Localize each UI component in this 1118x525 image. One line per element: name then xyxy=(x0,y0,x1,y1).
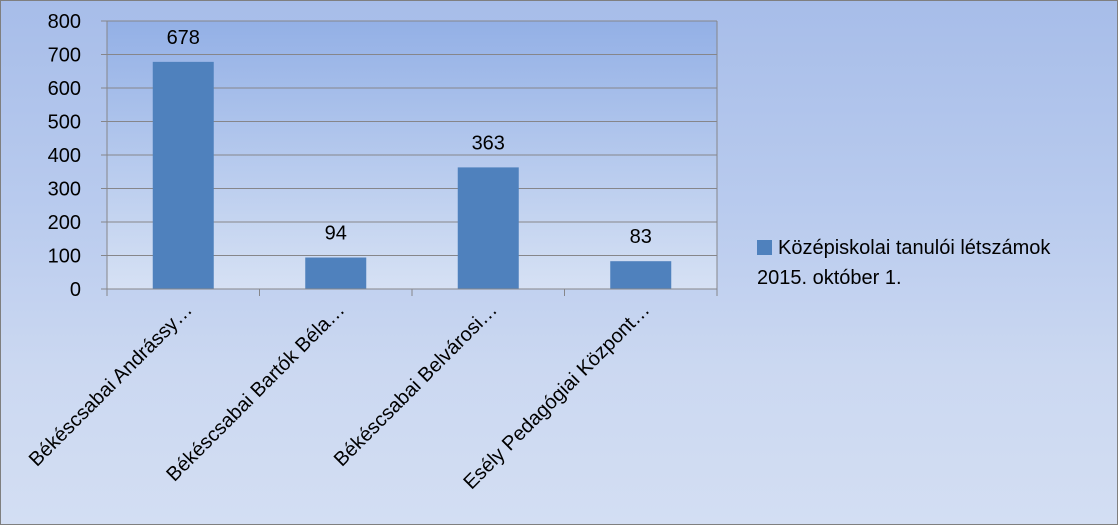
y-tick-label: 700 xyxy=(48,45,81,67)
legend-swatch xyxy=(757,240,772,255)
y-tick-label: 500 xyxy=(48,112,81,134)
legend-label-line1: Középiskolai tanulói létszámok xyxy=(778,237,1051,259)
bars xyxy=(152,61,672,290)
bar xyxy=(152,61,214,290)
y-tick-label: 400 xyxy=(48,145,81,167)
axes xyxy=(101,20,718,296)
y-tick-label: 300 xyxy=(48,179,81,201)
y-tick-label: 800 xyxy=(48,11,81,33)
y-tick-label: 0 xyxy=(70,279,81,301)
legend-label-line2: 2015. október 1. xyxy=(757,267,902,289)
y-tick-label: 100 xyxy=(48,246,81,268)
data-label: 363 xyxy=(472,132,505,154)
bar xyxy=(457,167,519,289)
data-label: 83 xyxy=(630,226,652,248)
category-label: Békéscsabai Bartók Béla… xyxy=(162,299,349,486)
data-label: 678 xyxy=(167,27,200,49)
bar xyxy=(610,261,672,289)
legend-entry: Középiskolai tanulói létszámok xyxy=(757,233,1117,263)
y-tick-label: 200 xyxy=(48,212,81,234)
category-label: Békéscsabai Andrássy… xyxy=(25,299,197,471)
bar xyxy=(305,257,367,289)
category-label: Esély Pedagógiai Központ… xyxy=(459,299,654,494)
data-label: 94 xyxy=(325,223,347,245)
legend: Középiskolai tanulói létszámok 2015. okt… xyxy=(757,233,1117,293)
y-tick-label: 600 xyxy=(48,78,81,100)
category-label: Békéscsabai Belvárosi… xyxy=(330,299,502,471)
